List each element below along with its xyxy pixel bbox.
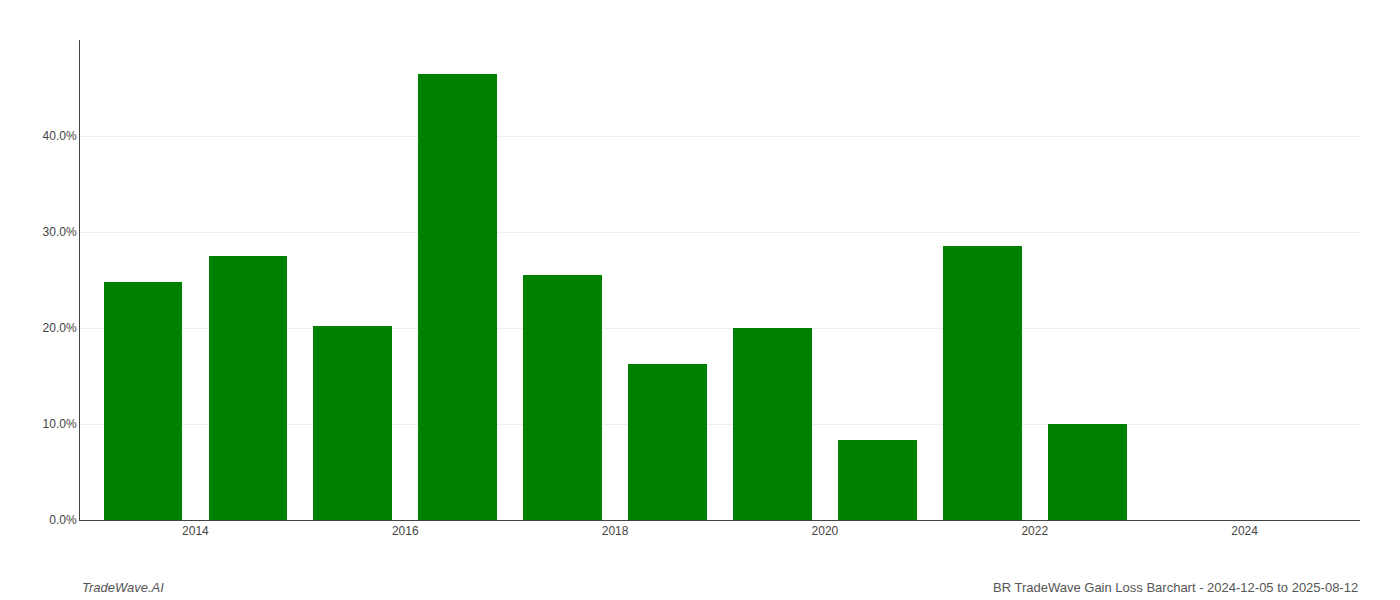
svg-text:2022: 2022 bbox=[1021, 524, 1048, 538]
svg-text:0.0%: 0.0% bbox=[49, 513, 77, 527]
svg-text:BR TradeWave Gain Loss Barchar: BR TradeWave Gain Loss Barchart - 2024-1… bbox=[993, 580, 1358, 595]
svg-text:2018: 2018 bbox=[602, 524, 629, 538]
svg-text:40.0%: 40.0% bbox=[43, 129, 77, 143]
svg-text:10.0%: 10.0% bbox=[43, 417, 77, 431]
svg-text:2014: 2014 bbox=[182, 524, 209, 538]
svg-text:20.0%: 20.0% bbox=[43, 321, 77, 335]
svg-text:TradeWave.AI: TradeWave.AI bbox=[82, 580, 164, 595]
svg-text:2024: 2024 bbox=[1231, 524, 1258, 538]
svg-text:30.0%: 30.0% bbox=[43, 225, 77, 239]
svg-text:2016: 2016 bbox=[392, 524, 419, 538]
svg-text:2020: 2020 bbox=[812, 524, 839, 538]
